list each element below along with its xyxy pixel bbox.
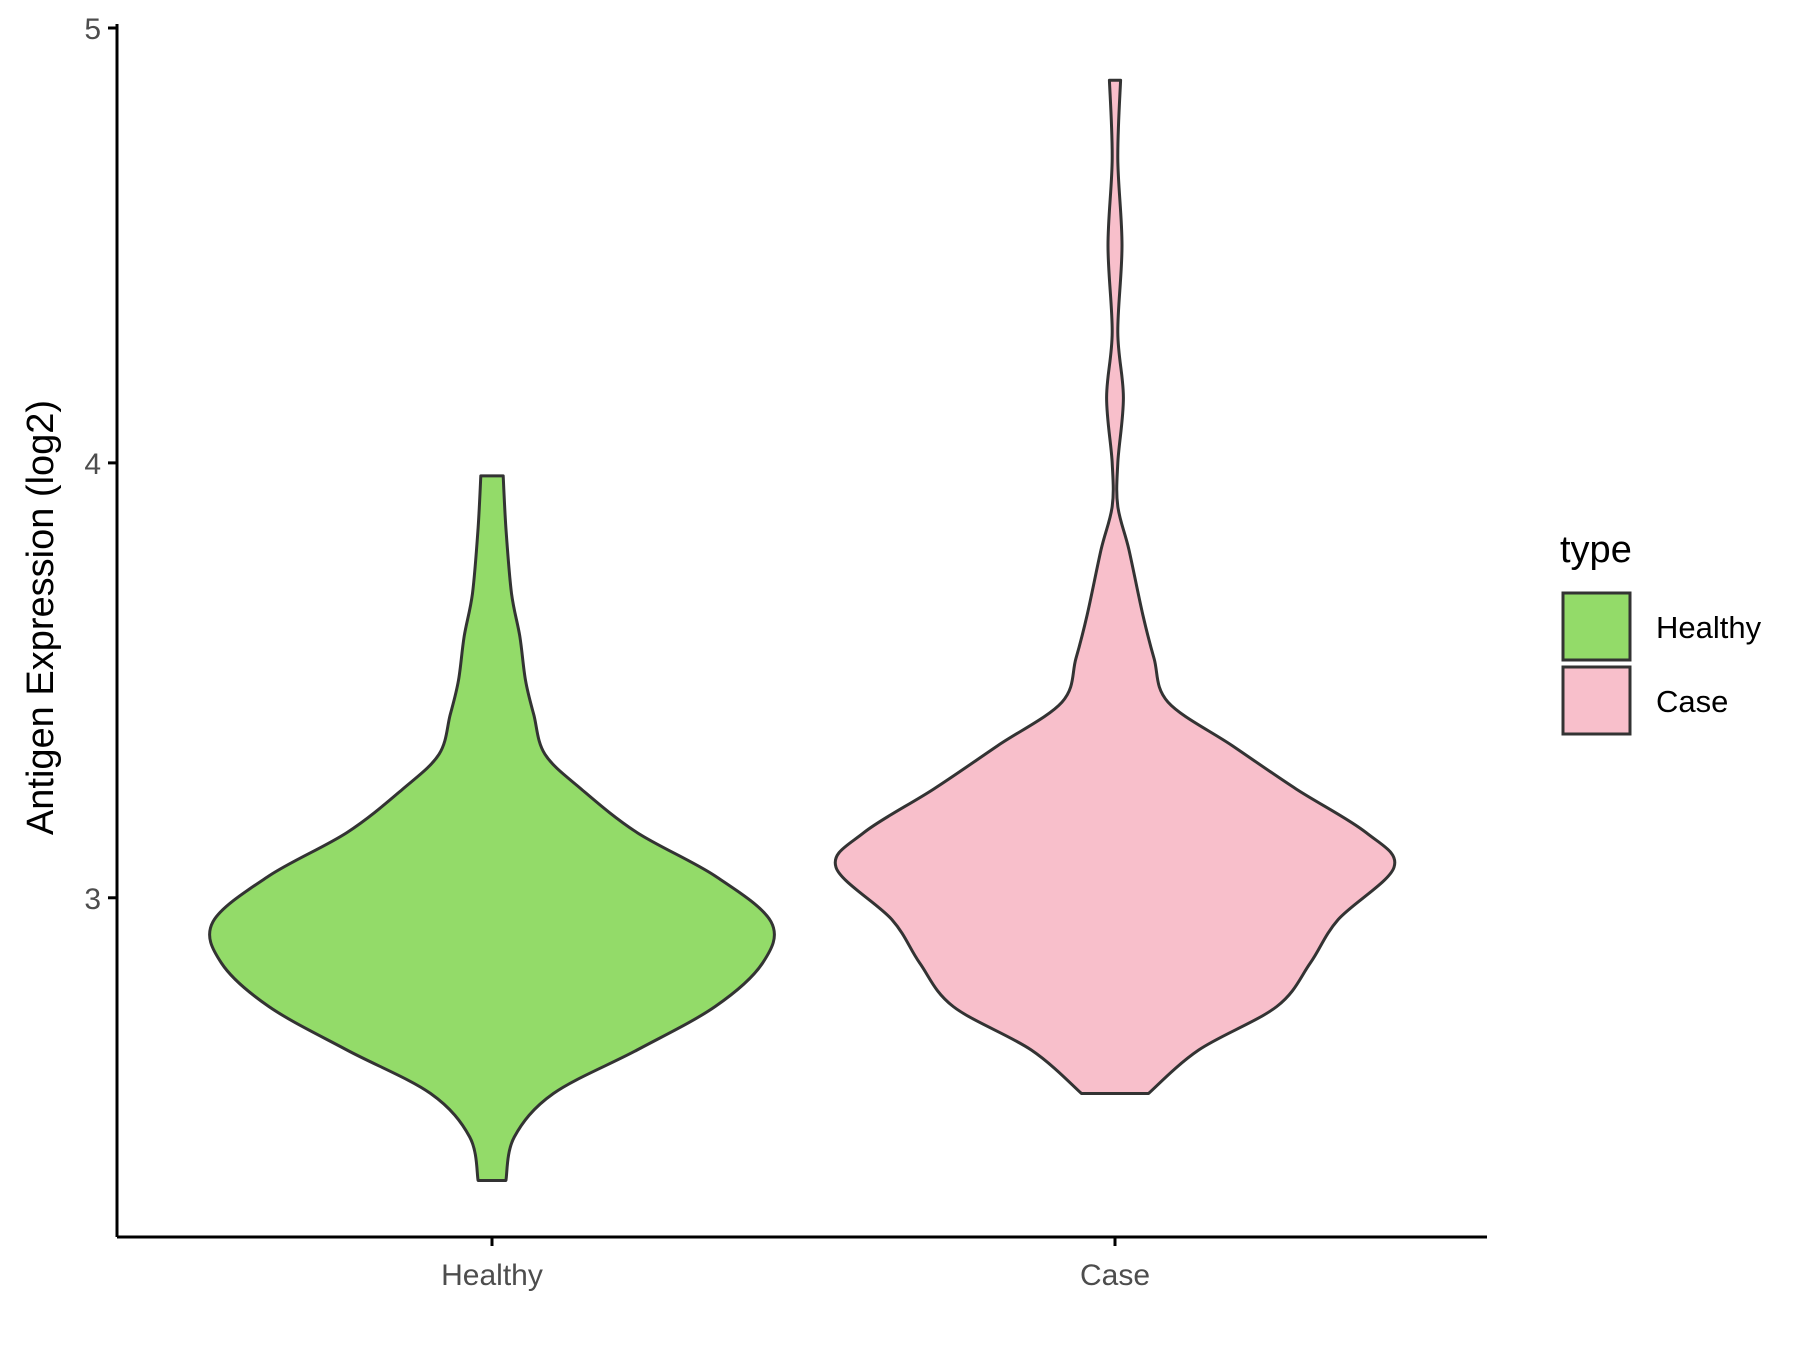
y-axis: 3 4 5 bbox=[84, 13, 119, 1237]
violin-healthy bbox=[208, 474, 776, 1182]
y-tick-label: 3 bbox=[84, 883, 101, 916]
y-tick-label: 4 bbox=[84, 448, 101, 481]
violin-case bbox=[833, 78, 1397, 1095]
y-tick-label: 5 bbox=[84, 13, 101, 46]
y-axis-title: Antigen Expression (log2) bbox=[20, 400, 62, 835]
legend-label-case: Case bbox=[1656, 684, 1728, 719]
x-axis: Healthy Case bbox=[117, 1235, 1487, 1292]
violin-group bbox=[208, 78, 1397, 1182]
legend-swatch-healthy bbox=[1561, 591, 1632, 662]
legend-swatch-case bbox=[1561, 665, 1632, 736]
x-tick-label: Case bbox=[1080, 1259, 1150, 1292]
legend-title: type bbox=[1560, 529, 1632, 571]
legend: type Healthy Case bbox=[1560, 529, 1762, 736]
legend-label-healthy: Healthy bbox=[1656, 610, 1762, 645]
x-tick-label: Healthy bbox=[441, 1259, 543, 1292]
